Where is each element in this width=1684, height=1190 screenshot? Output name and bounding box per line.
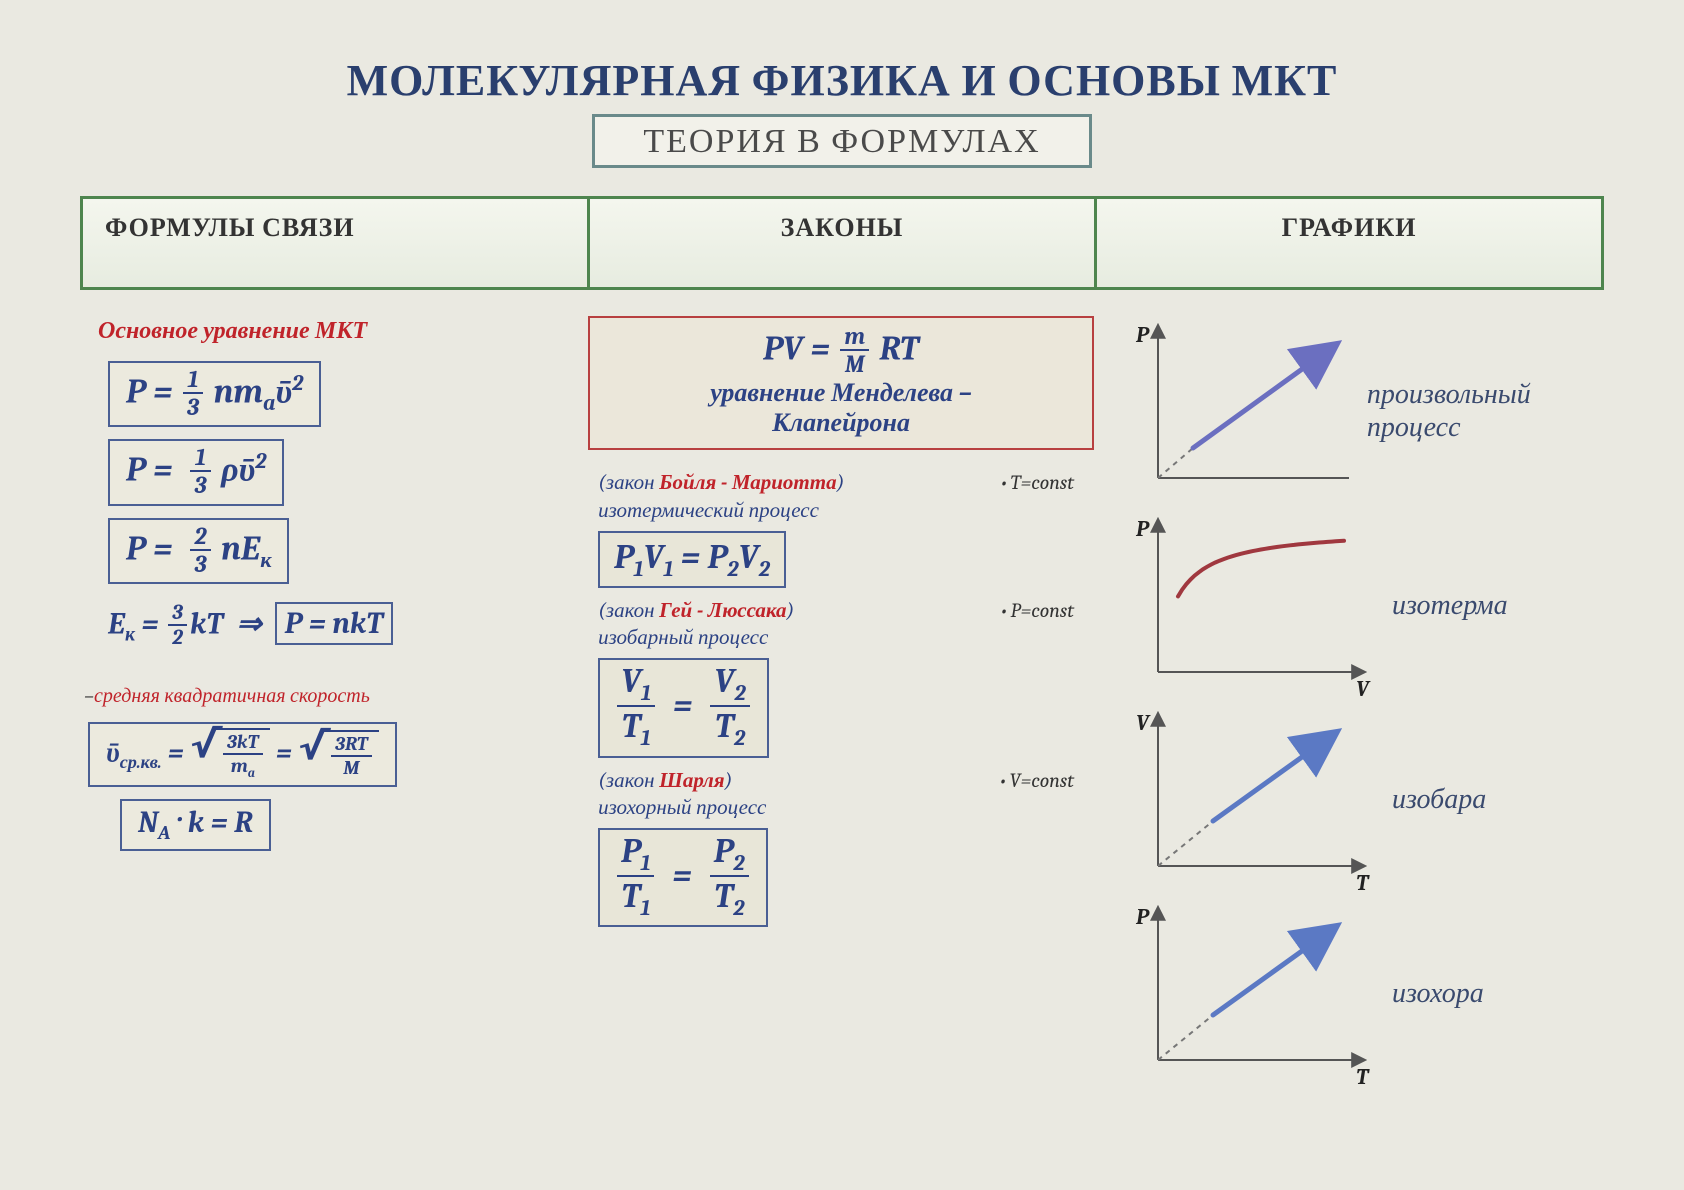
col-header-3: ГРАФИКИ <box>1097 196 1604 290</box>
graph-3: V T изобара <box>1124 704 1604 894</box>
formula-p1v1-p2v2: P1V1 = P2V2 <box>598 531 786 588</box>
page: МОЛЕКУЛЯРНАЯ ФИЗИКА И ОСНОВЫ МКТ ТЕОРИЯ … <box>0 0 1684 1112</box>
formula-p1t1-p2t2: P1T1 = P2T2 <box>598 828 768 927</box>
formula-v-rms: ῡср.кв. = √3kTma = √3RTM <box>88 722 397 787</box>
law-gay-lussac: (закон Гей - Люссака) P=const изобарный … <box>598 598 1104 758</box>
graph-4: P T изохора <box>1124 898 1604 1088</box>
law-boyle-mariotte: (закон Бойля - Мариотта) T=const изотерм… <box>598 470 1104 587</box>
col-header-1: ФОРМУЛЫ СВЯЗИ <box>80 196 590 290</box>
formula-v1t1-v2t2: V1T1 = V2T2 <box>598 658 769 757</box>
svg-text:P: P <box>1135 322 1150 348</box>
mkt-heading: Основное уравнение МКТ <box>98 316 558 345</box>
speed-caption: –средняя квадратичная скорость <box>84 684 558 708</box>
graph-3-label: изобара <box>1392 783 1486 816</box>
page-title: МОЛЕКУЛЯРНАЯ ФИЗИКА И ОСНОВЫ МКТ <box>80 55 1604 106</box>
column-graphs: PV произвольный процесс P V изотерма V T и… <box>1124 316 1604 1092</box>
law-charles: (закон Шарля) V=const изохорный процесс … <box>598 768 1104 928</box>
svg-text:T: T <box>1356 1064 1370 1088</box>
col-header-2: ЗАКОНЫ <box>590 196 1097 290</box>
svg-text:T: T <box>1356 870 1370 894</box>
formula-p-nmv2: P = 13 nmaῡ2 <box>108 361 321 427</box>
graph-2-label: изотерма <box>1392 589 1508 622</box>
formula-p-rho-v2: P = 13 ρῡ2 <box>108 439 284 505</box>
content: Основное уравнение МКТ P = 13 nmaῡ2 P = … <box>80 316 1604 1092</box>
column-laws: PV = mM RT уравнение Менделева – Клапейр… <box>578 316 1104 1092</box>
subtitle: ТЕОРИЯ В ФОРМУЛАХ <box>592 114 1092 168</box>
column-headers: ФОРМУЛЫ СВЯЗИ ЗАКОНЫ ГРАФИКИ <box>80 196 1604 290</box>
graph-1: PV произвольный процесс <box>1124 316 1604 506</box>
formula-p-nEk: P = 23 nEк <box>108 518 289 584</box>
svg-text:P: P <box>1135 904 1150 930</box>
formula-ek-nkt: Eк = 32kT ⇒ P = nkT <box>108 602 558 650</box>
formula-nak-r: NA · k = R <box>120 799 271 850</box>
svg-text:V: V <box>1356 676 1371 700</box>
column-formulas: Основное уравнение МКТ P = 13 nmaῡ2 P = … <box>80 316 558 1092</box>
svg-text:P: P <box>1135 516 1150 542</box>
graph-2: P V изотерма <box>1124 510 1604 700</box>
graph-4-label: изохора <box>1392 977 1484 1010</box>
mendeleev-clapeyron: PV = mM RT уравнение Менделева – Клапейр… <box>588 316 1094 450</box>
svg-text:V: V <box>1136 710 1151 736</box>
graph-1-label: произвольный процесс <box>1367 378 1604 444</box>
